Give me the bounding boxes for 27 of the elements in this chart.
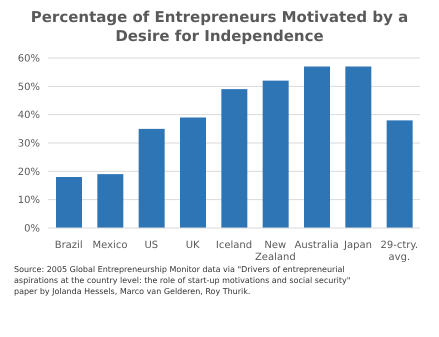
y-tick-label: 60% [18, 54, 40, 65]
y-tick-label: 50% [18, 82, 40, 93]
x-tick-label: UK [186, 240, 200, 251]
bar [97, 174, 124, 228]
source-note: Source: 2005 Global Entrepreneurship Monitor data via "Drivers of entrepreneurial aspirations at the country level: the role of start-up motivations and social security" paper by Jolanda Hessels, Marco van Gelderen, Roy Thurik. [14, 264, 352, 297]
y-tick-label: 30% [18, 138, 40, 150]
bar [262, 80, 289, 228]
bar [180, 118, 206, 228]
x-tick-label: New Zealand [254, 240, 296, 263]
bar [221, 89, 248, 228]
x-tick-label: Mexico [92, 240, 128, 251]
chart-title: Percentage of Entrepreneurs Motivated by a Desire for Independence [30, 8, 410, 47]
x-tick-label: Australia [294, 240, 339, 251]
x-tick-label: US [144, 240, 158, 251]
y-tick-label: 10% [18, 195, 40, 206]
x-tick-label: Brazil [54, 240, 83, 251]
x-tick-label: 29-ctry. avg. [380, 240, 418, 263]
y-tick-label: 0% [24, 224, 40, 235]
y-tick-label: 40% [18, 110, 40, 122]
x-tick-label: Iceland [216, 240, 252, 251]
bar [304, 66, 330, 228]
bar [56, 177, 82, 228]
y-tick-label: 20% [18, 166, 40, 178]
x-tick-label: Japan [343, 240, 372, 251]
bar [345, 66, 372, 228]
bar [386, 120, 413, 228]
bar [138, 128, 165, 228]
